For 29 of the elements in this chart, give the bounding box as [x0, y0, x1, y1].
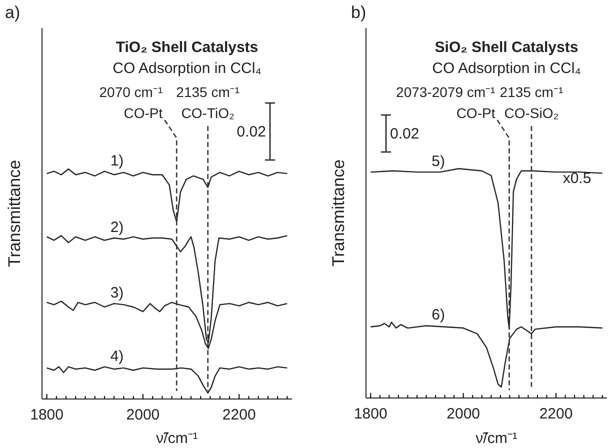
x-tick-label: 2000: [126, 406, 160, 424]
x-axis-title: ν̃/cm⁻¹: [476, 430, 518, 447]
text: a): [5, 3, 20, 22]
x-tick-label: 1800: [30, 406, 64, 424]
series-label: 4): [110, 348, 124, 365]
chart-subtitle: CO Adsorption in CCl₄: [112, 60, 262, 77]
y-axis-title: Transmittance: [329, 159, 348, 267]
text: b): [351, 3, 366, 22]
annotation: x0.5: [562, 170, 592, 187]
chart-title: TiO₂ Shell Catalysts: [116, 39, 258, 56]
chart-subtitle: CO Adsorption in CCl₄: [432, 60, 581, 77]
text: 0.02: [236, 124, 266, 140]
ref-line-label: 2073-2079 cm⁻¹ CO-Pt: [396, 84, 496, 121]
series-label: 3): [110, 284, 124, 302]
series-label: 2): [110, 218, 124, 236]
chart-title: SiO₂ Shell Catalysts: [434, 39, 578, 56]
x-tick-label: 1800: [354, 406, 388, 423]
ref-line-label: 2070 cm⁻¹ CO-Pt: [99, 84, 163, 121]
ref-line-label: 2135 cm⁻¹ CO-SiO₂: [500, 84, 564, 121]
ref-line-label: 2135 cm⁻¹ CO-TiO₂: [176, 84, 240, 121]
x-axis-title: ν̃/cm⁻¹: [156, 430, 198, 447]
x-tick-label: 2200: [539, 406, 573, 423]
series-label: 1): [110, 152, 124, 170]
series-label: 5): [432, 153, 445, 170]
text: 0.02: [390, 126, 420, 142]
series-label: 6): [432, 306, 445, 324]
x-tick-label: 2000: [446, 406, 480, 423]
y-axis-title: Transmittance: [5, 160, 24, 268]
x-tick-label: 2200: [222, 406, 256, 424]
